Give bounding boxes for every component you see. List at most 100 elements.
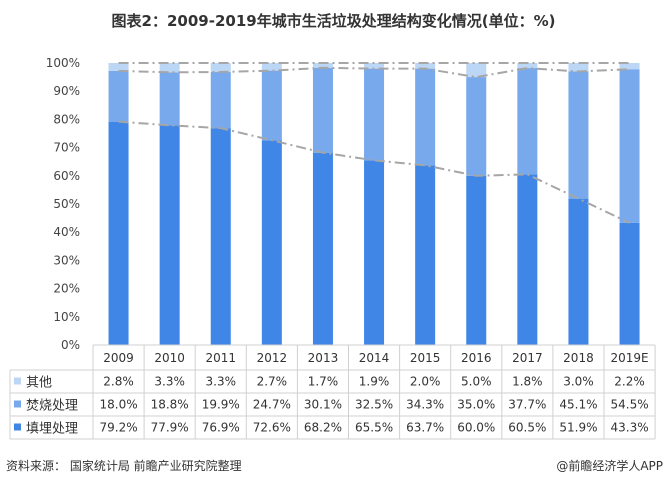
y-tick-label: 30%	[53, 253, 80, 267]
data-label: 19.9%	[202, 398, 240, 412]
y-tick-label: 100%	[46, 56, 80, 70]
legend-swatch	[14, 377, 21, 385]
legend-label: 焚烧处理	[26, 399, 78, 414]
data-label: 60.0%	[457, 421, 495, 435]
data-label: 2.0%	[410, 375, 441, 389]
bar-incineration	[108, 70, 129, 122]
data-label: 18.8%	[151, 398, 189, 412]
data-label: 45.1%	[559, 398, 597, 412]
bar-incineration	[517, 68, 538, 175]
data-label: 72.6%	[253, 421, 291, 435]
x-tick-label: 2013	[308, 351, 339, 365]
bar-incineration	[568, 71, 589, 199]
bar-incineration	[312, 67, 333, 153]
data-label: 1.8%	[512, 375, 543, 389]
trend-line-landfill	[118, 120, 630, 224]
data-label: 3.3%	[206, 375, 237, 389]
bar-landfill	[517, 174, 538, 345]
data-label: 79.2%	[99, 421, 137, 435]
bar-other	[619, 63, 640, 70]
bar-incineration	[619, 69, 640, 223]
data-label: 32.5%	[355, 398, 393, 412]
bar-incineration	[466, 77, 487, 176]
y-tick-label: 0%	[61, 338, 80, 352]
data-label: 24.7%	[253, 398, 291, 412]
y-tick-label: 10%	[53, 310, 80, 324]
bar-other	[364, 63, 385, 69]
bar-incineration	[159, 72, 180, 126]
trend-line-landfill-incineration	[118, 66, 630, 79]
data-label: 51.9%	[559, 421, 597, 435]
source-note: 资料来源： 国家统计局 前瞻产业研究院整理	[6, 459, 242, 473]
x-tick-label: 2011	[205, 351, 236, 365]
chart-title: 图表2：2009-2019年城市生活垃圾处理结构变化情况(单位：%)	[111, 12, 556, 30]
legend-label: 填埋处理	[26, 422, 78, 437]
data-label: 2.2%	[614, 375, 645, 389]
bar-other	[312, 63, 333, 68]
bar-incineration	[261, 70, 282, 141]
legend-swatch	[14, 423, 21, 431]
data-label: 30.1%	[304, 398, 342, 412]
x-tick-label: 2015	[410, 351, 441, 365]
bar-landfill	[619, 222, 640, 345]
legend-label: 其他	[26, 376, 52, 391]
bar-other	[466, 63, 487, 78]
x-tick-label: 2014	[359, 351, 390, 365]
bar-incineration	[415, 68, 436, 166]
data-label: 37.7%	[508, 398, 546, 412]
y-tick-label: 20%	[53, 282, 80, 296]
legend-swatch	[14, 400, 21, 408]
data-label: 5.0%	[461, 375, 492, 389]
data-label: 60.5%	[508, 421, 546, 435]
x-tick-label: 2012	[257, 351, 288, 365]
y-tick-label: 70%	[53, 141, 80, 155]
data-label: 3.3%	[154, 375, 185, 389]
x-tick-label: 2016	[461, 351, 492, 365]
data-label: 2.8%	[103, 375, 134, 389]
bar-landfill	[568, 198, 589, 345]
y-tick-label: 50%	[53, 197, 80, 211]
bar-other	[517, 63, 538, 69]
y-tick-label: 60%	[53, 169, 80, 183]
data-label: 3.0%	[563, 375, 594, 389]
data-label: 2.7%	[257, 375, 288, 389]
bar-landfill	[415, 165, 436, 345]
data-label: 34.3%	[406, 398, 444, 412]
data-label: 68.2%	[304, 421, 342, 435]
data-label: 1.7%	[308, 375, 339, 389]
x-tick-label: 2017	[512, 351, 543, 365]
bar-landfill	[159, 125, 180, 346]
y-tick-label: 80%	[53, 112, 80, 126]
bar-landfill	[466, 175, 487, 345]
bar-other	[415, 63, 436, 69]
x-tick-label: 2018	[563, 351, 594, 365]
bar-other	[568, 63, 589, 72]
x-tick-label: 2019E	[610, 351, 648, 365]
bar-landfill	[364, 160, 385, 345]
data-label: 77.9%	[151, 421, 189, 435]
bar-landfill	[312, 152, 333, 345]
bar-other	[159, 63, 180, 73]
x-tick-label: 2010	[154, 351, 185, 365]
bar-other	[210, 63, 231, 73]
data-label: 18.0%	[99, 398, 137, 412]
data-label: 1.9%	[359, 375, 390, 389]
data-label: 63.7%	[406, 421, 444, 435]
y-tick-label: 40%	[53, 225, 80, 239]
data-label: 35.0%	[457, 398, 495, 412]
data-label: 76.9%	[202, 421, 240, 435]
data-label: 65.5%	[355, 421, 393, 435]
data-label: 43.3%	[610, 421, 648, 435]
data-label: 54.5%	[610, 398, 648, 412]
y-tick-label: 90%	[53, 84, 80, 98]
bar-landfill	[108, 121, 129, 345]
bar-landfill	[261, 140, 282, 345]
bar-landfill	[210, 128, 231, 345]
x-tick-label: 2009	[103, 351, 134, 365]
bar-other	[108, 63, 129, 71]
bar-other	[261, 63, 282, 71]
brand-label: @前瞻经济学人APP	[556, 459, 663, 473]
bar-incineration	[364, 68, 385, 161]
